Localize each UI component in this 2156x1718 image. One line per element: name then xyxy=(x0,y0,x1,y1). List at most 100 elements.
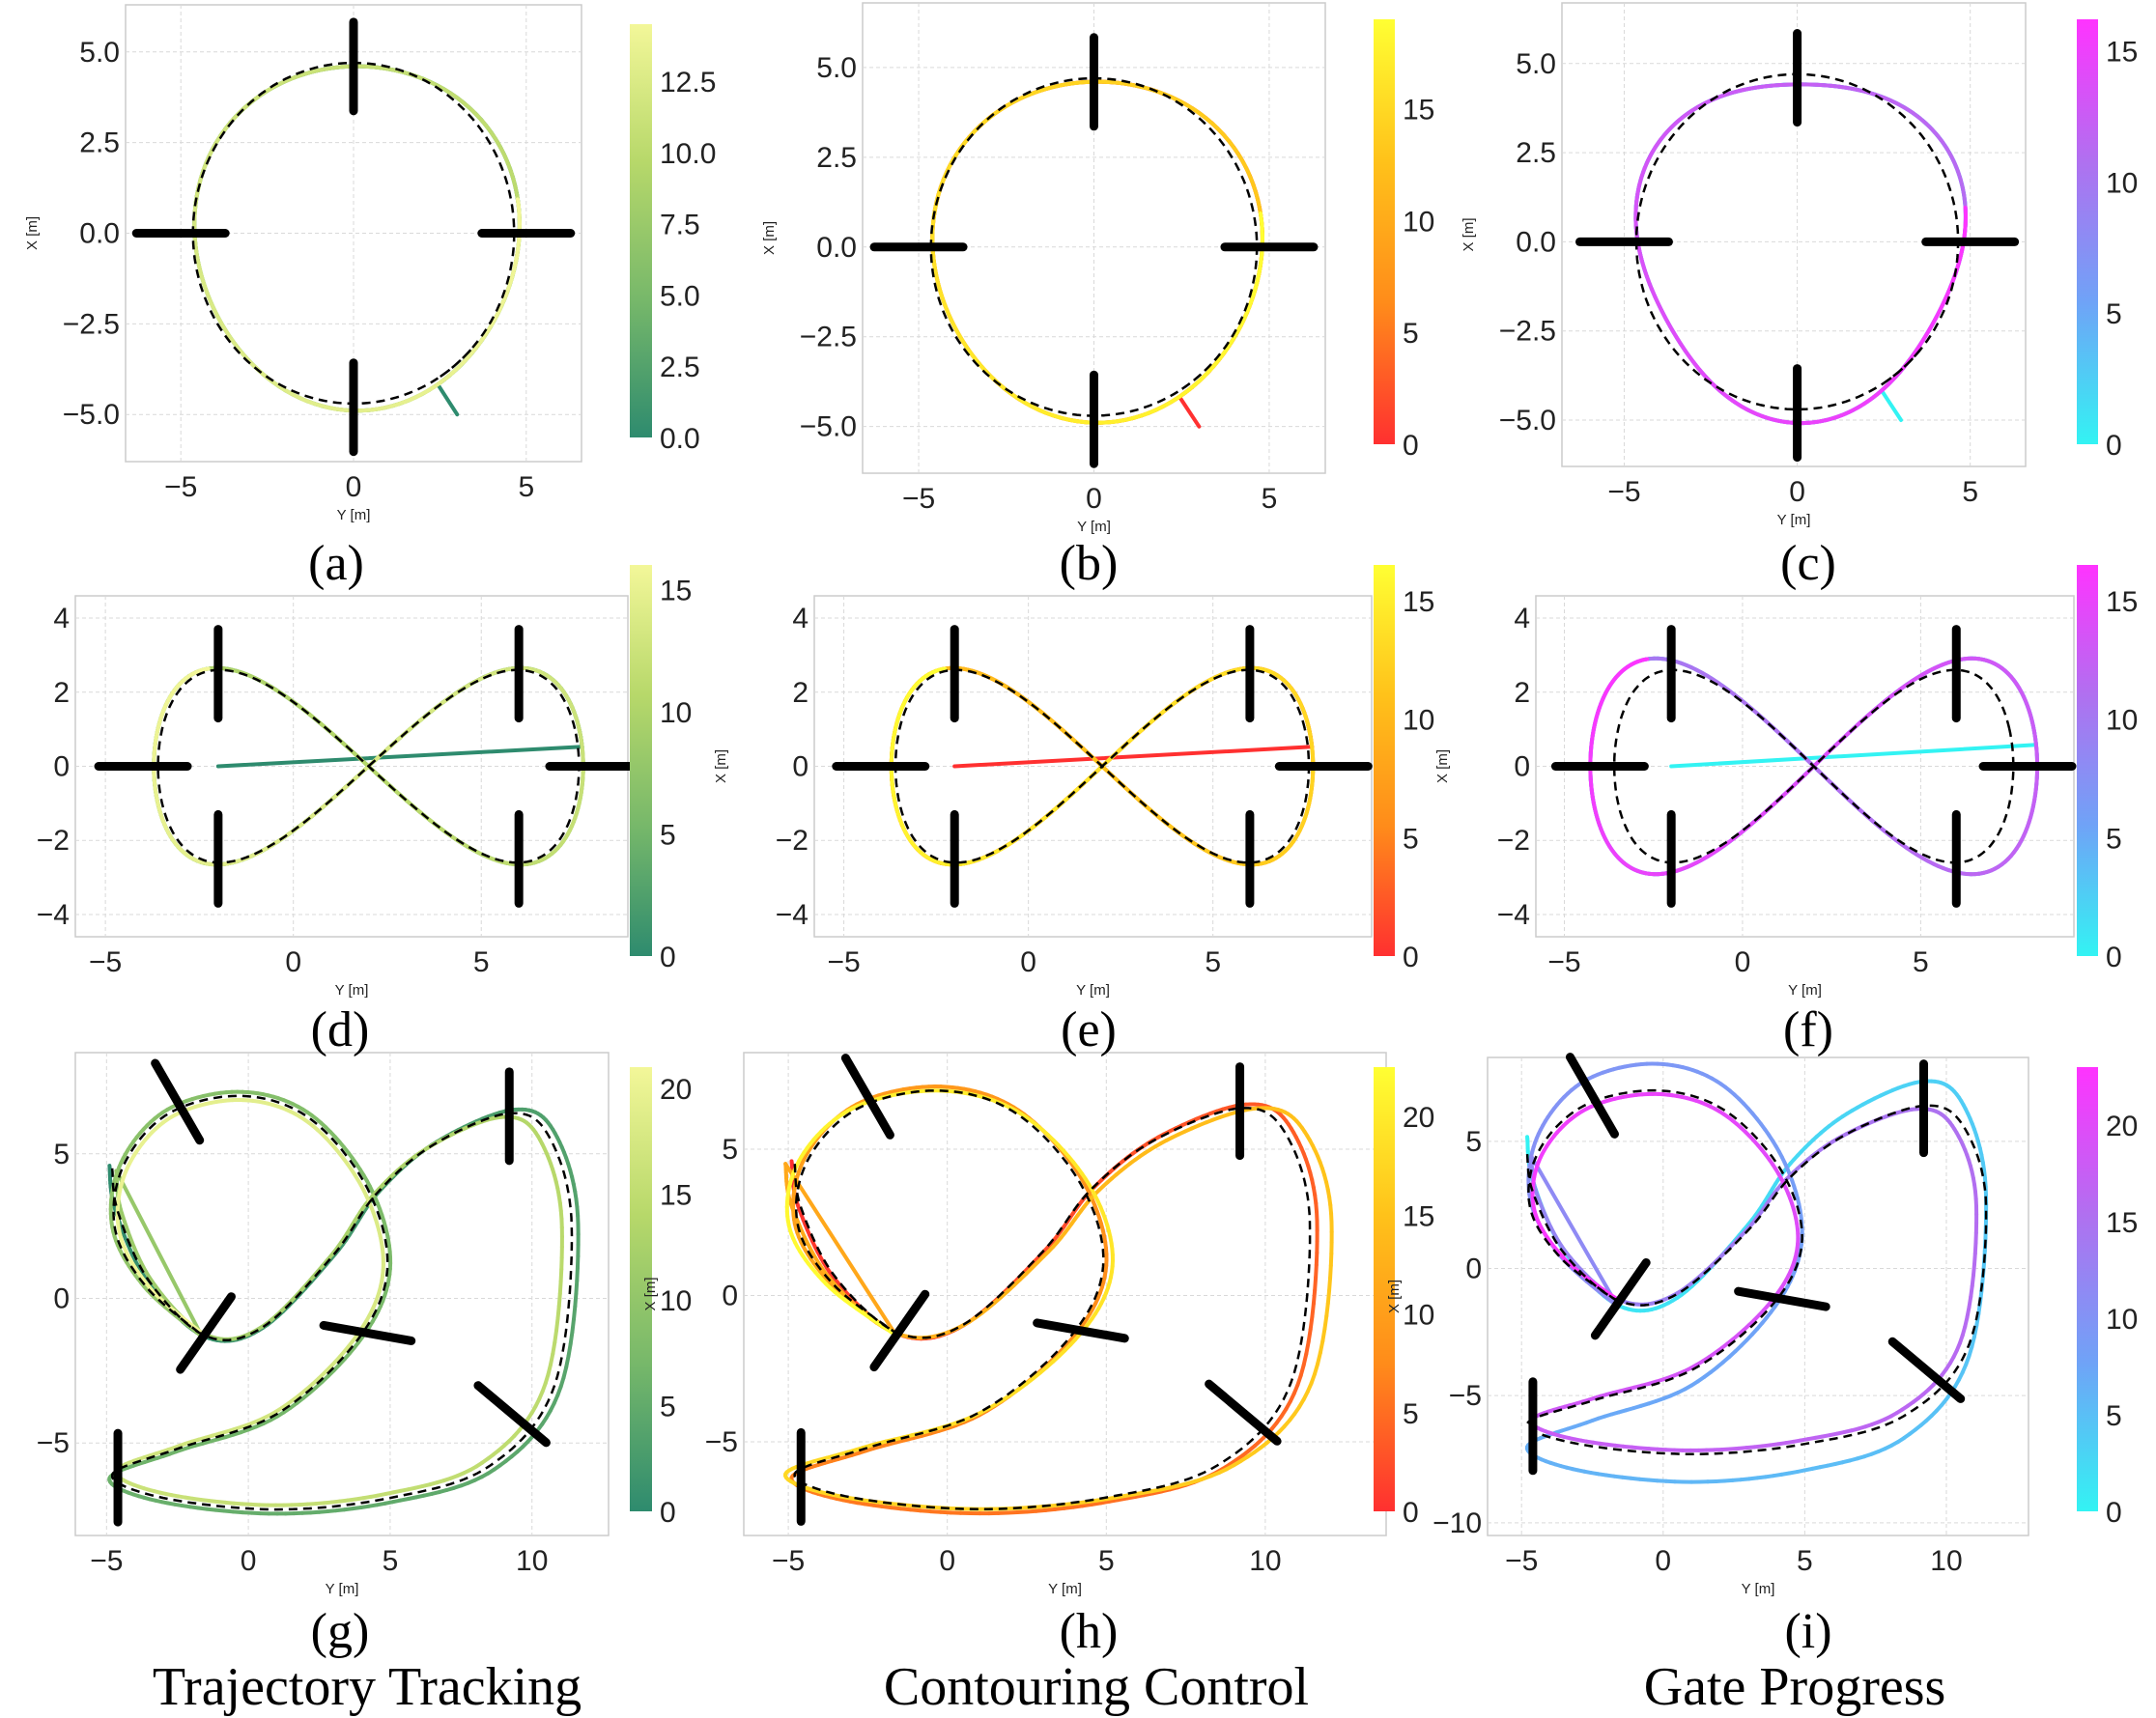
trajectory-segment xyxy=(573,1291,579,1309)
chart-g: −5 0 5 10 −5 0 5 Y [m] X [m] 0 5 10 15 20 xyxy=(37,1052,692,1597)
y-tick-label: 5 xyxy=(722,1134,738,1166)
colorbar-tick-label: 5.0 xyxy=(660,280,700,312)
trajectory-segment xyxy=(202,666,211,672)
x-tick-label: 5 xyxy=(1962,476,1978,508)
x-tick-label: −5 xyxy=(89,946,122,978)
x-tick-label: −5 xyxy=(772,1545,805,1577)
trajectory-segment xyxy=(1640,657,1650,662)
trajectory-segment xyxy=(554,1316,560,1333)
y-axis-label: X [m] xyxy=(24,216,41,250)
trajectory-segment xyxy=(1313,1275,1319,1293)
colorbar xyxy=(630,24,652,437)
trajectory-segment xyxy=(114,1169,205,1339)
y-tick-label: 2 xyxy=(53,677,70,709)
x-tick-label: 5 xyxy=(1262,483,1278,515)
y-tick-label: 4 xyxy=(53,603,70,634)
trajectories xyxy=(929,76,1264,429)
x-tick-label: −5 xyxy=(902,483,935,515)
y-tick-label: 2.5 xyxy=(79,127,120,159)
y-tick-label: 2 xyxy=(1514,677,1530,709)
gate xyxy=(319,1320,416,1345)
y-tick-label: −5.0 xyxy=(1499,405,1556,437)
colorbar-tick-label: 0 xyxy=(1403,1497,1419,1529)
y-tick-label: 5.0 xyxy=(79,37,120,69)
colorbar-tick-label: 5 xyxy=(1403,318,1419,350)
trajectories xyxy=(783,1084,1334,1516)
colorbar-tick-label: 10 xyxy=(660,697,692,729)
y-tick-label: 0 xyxy=(722,1281,738,1312)
reference-trajectory xyxy=(1634,72,1960,411)
trajectory-segment xyxy=(1325,1288,1332,1306)
trajectory-segment xyxy=(1320,1326,1327,1343)
chart-a: −5 0 5 −5.0 −2.5 0.0 2.5 5.0 Y [m] X [m] 0.0 2.5 5.0… xyxy=(24,4,716,523)
y-tick-label: 5.0 xyxy=(816,52,857,84)
trajectory-segment xyxy=(570,1317,577,1335)
x-tick-label: 0 xyxy=(1655,1545,1671,1577)
x-tick-label: 5 xyxy=(383,1545,399,1577)
colorbar-tick-label: 15 xyxy=(2106,586,2138,618)
x-axis-label: Y [m] xyxy=(335,982,369,999)
colorbar-tick-label: 0.0 xyxy=(660,423,700,455)
x-tick-label: −5 xyxy=(90,1545,123,1577)
trajectory-segment xyxy=(1177,394,1202,429)
x-tick-label: 10 xyxy=(1930,1545,1962,1577)
x-axis-label: Y [m] xyxy=(1076,982,1110,999)
x-tick-label: 5 xyxy=(1913,946,1929,978)
y-tick-label: −5 xyxy=(1449,1380,1482,1412)
x-tick-label: 10 xyxy=(516,1545,548,1577)
trajectory-segment xyxy=(1314,1262,1319,1280)
y-axis-label: X [m] xyxy=(1434,749,1451,783)
x-axis-label: Y [m] xyxy=(326,1581,359,1597)
colorbar xyxy=(1374,565,1395,956)
y-tick-label: −10 xyxy=(1433,1507,1482,1539)
trajectories xyxy=(191,61,522,417)
trajectory-segment xyxy=(1324,1301,1330,1318)
trajectory-segment xyxy=(1328,1263,1333,1281)
colorbar-tick-label: 0 xyxy=(2106,430,2122,462)
x-tick-label: 0 xyxy=(285,946,301,978)
y-tick-label: 4 xyxy=(792,603,808,634)
y-axis-label: X [m] xyxy=(713,749,729,783)
colorbar xyxy=(1374,19,1395,444)
x-tick-label: 0 xyxy=(1735,946,1751,978)
y-tick-label: 0 xyxy=(53,1282,70,1314)
trajectory-segment xyxy=(1310,1301,1316,1319)
x-tick-label: 0 xyxy=(1086,483,1102,515)
colorbar-tick-label: 15 xyxy=(1403,586,1434,618)
y-tick-label: −2.5 xyxy=(1499,316,1556,348)
x-tick-label: 5 xyxy=(473,946,490,978)
trajectory-segment xyxy=(952,745,1315,769)
y-tick-label: 2.5 xyxy=(816,142,857,174)
gate xyxy=(840,1054,894,1140)
x-axis-label: Y [m] xyxy=(1048,1581,1082,1597)
colorbar xyxy=(1374,1067,1395,1511)
y-tick-label: 5 xyxy=(1465,1126,1482,1158)
colorbar-tick-label: 5 xyxy=(1403,1398,1419,1430)
trajectory-segment xyxy=(1327,1276,1333,1293)
y-tick-label: 4 xyxy=(1514,603,1530,634)
reference-trajectory xyxy=(110,1094,574,1511)
chart-i: −5 0 5 10 −10 −5 0 5 Y [m] X [m] 0 5 10 15 20 xyxy=(1386,1053,2138,1597)
colorbar-tick-label: 15 xyxy=(1403,95,1434,127)
chart-f: −5 0 5 −4 −2 0 2 4 Y [m] X [m] 0 5 10 15 xyxy=(1434,565,2138,999)
x-tick-label: −5 xyxy=(1607,476,1640,508)
colorbar-tick-label: 10 xyxy=(1403,206,1434,238)
trajectories xyxy=(889,665,1316,867)
y-tick-label: 2 xyxy=(792,677,808,709)
trajectory-segment xyxy=(558,1267,564,1283)
y-tick-label: −5.0 xyxy=(800,411,857,443)
colorbar-tick-label: 10 xyxy=(2106,167,2138,199)
trajectory-segment xyxy=(566,1341,573,1359)
colorbar-tick-label: 10 xyxy=(660,1285,692,1317)
x-tick-label: 0 xyxy=(1789,476,1805,508)
y-tick-label: −4 xyxy=(37,899,70,931)
trajectory-segment xyxy=(1322,1313,1329,1331)
x-tick-label: 5 xyxy=(1205,946,1221,978)
trajectory-segment xyxy=(939,666,948,672)
colorbar-tick-label: 20 xyxy=(1403,1102,1434,1134)
y-tick-label: −5 xyxy=(37,1427,70,1459)
colorbar-tick-label: 0 xyxy=(2106,942,2122,973)
y-tick-label: 0 xyxy=(1465,1253,1482,1285)
trajectories xyxy=(152,665,585,867)
colorbar-tick-label: 5 xyxy=(660,1391,676,1422)
